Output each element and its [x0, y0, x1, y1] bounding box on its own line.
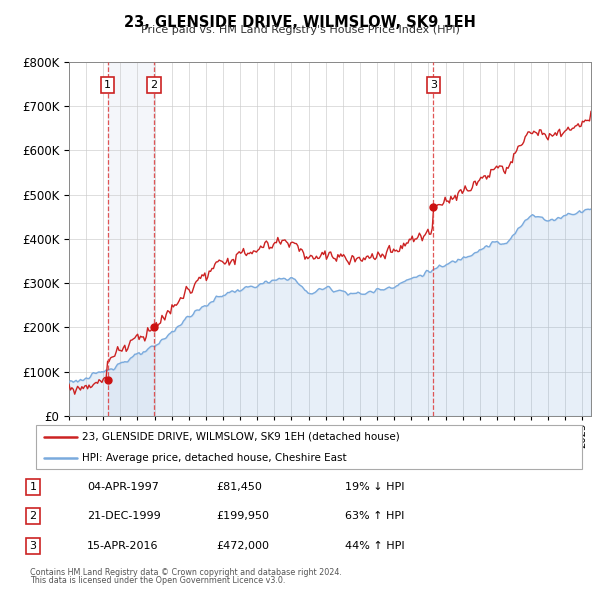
Text: £472,000: £472,000	[216, 541, 269, 550]
Text: Contains HM Land Registry data © Crown copyright and database right 2024.: Contains HM Land Registry data © Crown c…	[30, 568, 342, 577]
Text: HPI: Average price, detached house, Cheshire East: HPI: Average price, detached house, Ches…	[82, 453, 347, 463]
Bar	[107, 62, 154, 416]
Text: This data is licensed under the Open Government Licence v3.0.: This data is licensed under the Open Gov…	[30, 576, 286, 585]
Text: Price paid vs. HM Land Registry's House Price Index (HPI): Price paid vs. HM Land Registry's House …	[140, 25, 460, 35]
Text: 3: 3	[29, 541, 37, 550]
Text: 63% ↑ HPI: 63% ↑ HPI	[345, 512, 404, 521]
Text: 2: 2	[29, 512, 37, 521]
Text: 44% ↑ HPI: 44% ↑ HPI	[345, 541, 404, 550]
Text: 1: 1	[29, 482, 37, 491]
Text: 19% ↓ HPI: 19% ↓ HPI	[345, 482, 404, 491]
Text: £81,450: £81,450	[216, 482, 262, 491]
Text: £199,950: £199,950	[216, 512, 269, 521]
FancyBboxPatch shape	[36, 425, 582, 469]
Text: 15-APR-2016: 15-APR-2016	[87, 541, 158, 550]
Text: 3: 3	[430, 80, 437, 90]
Text: 21-DEC-1999: 21-DEC-1999	[87, 512, 161, 521]
Text: 23, GLENSIDE DRIVE, WILMSLOW, SK9 1EH (detached house): 23, GLENSIDE DRIVE, WILMSLOW, SK9 1EH (d…	[82, 432, 400, 442]
Text: 2: 2	[151, 80, 158, 90]
Text: 1: 1	[104, 80, 111, 90]
Text: 23, GLENSIDE DRIVE, WILMSLOW, SK9 1EH: 23, GLENSIDE DRIVE, WILMSLOW, SK9 1EH	[124, 15, 476, 30]
Text: 04-APR-1997: 04-APR-1997	[87, 482, 159, 491]
